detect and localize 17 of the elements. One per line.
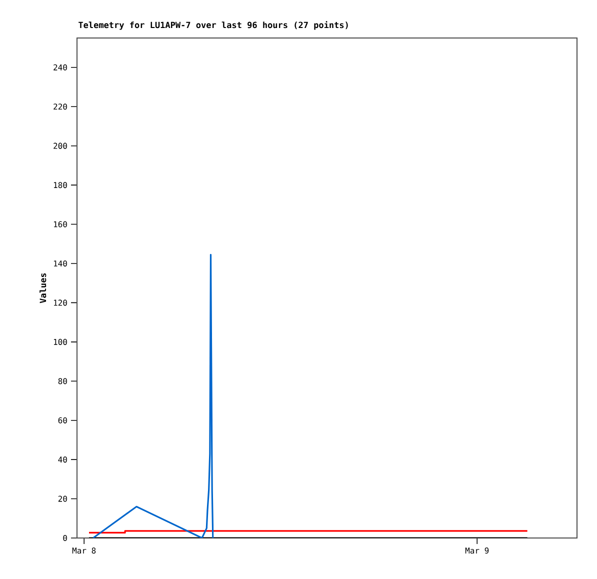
y-tick-label: 60 [58, 417, 67, 424]
y-tick-label: 180 [54, 182, 67, 188]
y-tick-label: 160 [54, 221, 67, 228]
y-tick-label: 200 [54, 142, 67, 149]
y-axis-title: Values [40, 273, 46, 304]
y-tick-label: 80 [58, 378, 67, 384]
y-tick-label: 140 [54, 260, 67, 267]
y-tick-label: 100 [54, 338, 67, 345]
y-tick-label: 120 [54, 300, 67, 306]
y-tick-label: 240 [54, 64, 67, 70]
x-tick-label: Mar 8 [72, 548, 96, 554]
y-tick-label: 220 [54, 104, 67, 110]
x-tick-label: Mar 9 [465, 548, 489, 554]
y-tick-label: 20 [58, 496, 67, 502]
chart-title: Telemetry for LU1APW-7 over last 96 hours (27 points) [78, 21, 348, 30]
y-tick-label: 0 [63, 534, 67, 542]
y-tick-label: 40 [58, 456, 67, 463]
